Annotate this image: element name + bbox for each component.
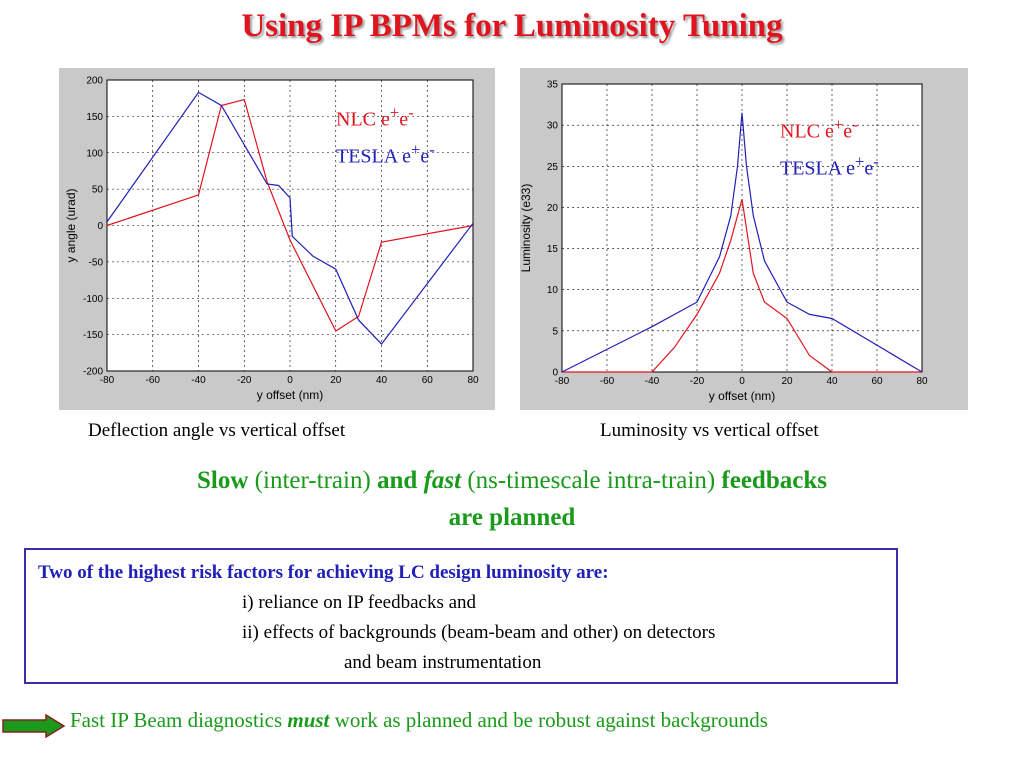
legend-tesla: TESLA e+e- — [780, 151, 879, 180]
x-tick-label: -20 — [237, 375, 252, 386]
deflection-chart-panel: -80 -60 -40 -20 0 20 40 60 80 200 150 100 50 0 -50 -100… — [59, 68, 495, 410]
risk-factors-box: Two of the highest risk factors for achi… — [24, 548, 898, 684]
y-tick-label: 150 — [86, 112, 103, 123]
right-arrow-icon — [2, 714, 66, 738]
series-line — [106, 91, 474, 346]
series-line — [561, 112, 923, 373]
x-tick-label: -40 — [645, 376, 660, 387]
y-tick-label: 20 — [547, 203, 559, 214]
x-tick-label: 20 — [330, 375, 342, 386]
legend-nlc: NLC e+e- — [780, 115, 858, 143]
risk-item-1: i) reliance on IP feedbacks and — [242, 592, 477, 613]
y-tick-label: -200 — [83, 367, 103, 378]
y-tick-label: 5 — [552, 326, 558, 337]
x-tick-label: -80 — [555, 376, 570, 387]
y-tick-label: 200 — [86, 76, 103, 87]
y-axis-label: y angle (urad) — [64, 188, 78, 262]
x-axis-label: y offset (nm) — [709, 389, 775, 403]
luminosity-chart: -80 -60 -40 -20 0 20 40 60 80 35 30 25 20 15 10 5 0 y off… — [520, 80, 928, 404]
x-tick-label: 80 — [467, 375, 479, 386]
x-tick-label: -20 — [690, 376, 705, 387]
x-tick-label: -60 — [600, 376, 615, 387]
y-tick-label: 100 — [86, 148, 103, 159]
x-tick-label: -80 — [100, 375, 115, 386]
legend-nlc: NLC e+e- — [336, 103, 414, 131]
luminosity-chart-panel: -80 -60 -40 -20 0 20 40 60 80 35 30 25 20 15 10 5 0 y off… — [520, 68, 968, 410]
y-axis-label: Luminosity (e33) — [520, 184, 533, 273]
page-title: Using IP BPMs for Luminosity Tuning — [241, 8, 783, 44]
luminosity-chart-legend: NLC e+e- TESLA e+e- — [780, 110, 879, 183]
y-tick-label: 0 — [97, 221, 103, 232]
risk-item-2: ii) effects of backgrounds (beam-beam an… — [242, 622, 716, 643]
x-tick-label: 20 — [781, 376, 793, 387]
legend-tesla: TESLA e+e- — [336, 139, 435, 168]
x-tick-label: 40 — [376, 375, 388, 386]
deflection-chart-legend: NLC e+e- TESLA e+e- — [336, 98, 435, 171]
y-tick-label: 25 — [547, 162, 559, 173]
x-tick-label: 0 — [739, 376, 745, 387]
y-tick-label: -50 — [89, 257, 104, 268]
y-tick-label: 10 — [547, 285, 559, 296]
y-tick-label: 30 — [547, 121, 559, 132]
risk-item-2-continued: and beam instrumentation — [344, 652, 542, 673]
y-tick-label: -150 — [83, 330, 103, 341]
x-tick-label: 40 — [826, 376, 838, 387]
series-line — [106, 98, 474, 332]
y-tick-label: 50 — [92, 185, 104, 196]
x-tick-label: 60 — [871, 376, 883, 387]
x-tick-label: 60 — [422, 375, 434, 386]
x-tick-label: -60 — [146, 375, 161, 386]
x-axis-label: y offset (nm) — [257, 388, 323, 402]
deflection-angle-chart: -80 -60 -40 -20 0 20 40 60 80200150100500-50-100… — [64, 76, 479, 403]
y-tick-label: -100 — [83, 294, 103, 305]
feedback-statement: Slow (inter-train) and fast (ns-timescal… — [197, 467, 827, 531]
luminosity-caption: Luminosity vs vertical offset — [600, 420, 819, 441]
x-tick-label: -40 — [191, 375, 206, 386]
deflection-caption: Deflection angle vs vertical offset — [88, 420, 346, 441]
bottom-statement: Fast IP Beam diagnostics must work as pl… — [70, 708, 768, 732]
x-tick-label: 80 — [916, 376, 928, 387]
y-tick-label: 15 — [547, 244, 559, 255]
y-tick-label: 35 — [547, 80, 559, 91]
x-tick-label: 0 — [287, 375, 293, 386]
risk-heading: Two of the highest risk factors for achi… — [38, 562, 609, 583]
series-line — [562, 199, 922, 373]
plot-frame — [561, 83, 923, 373]
y-tick-label: 0 — [552, 368, 558, 379]
